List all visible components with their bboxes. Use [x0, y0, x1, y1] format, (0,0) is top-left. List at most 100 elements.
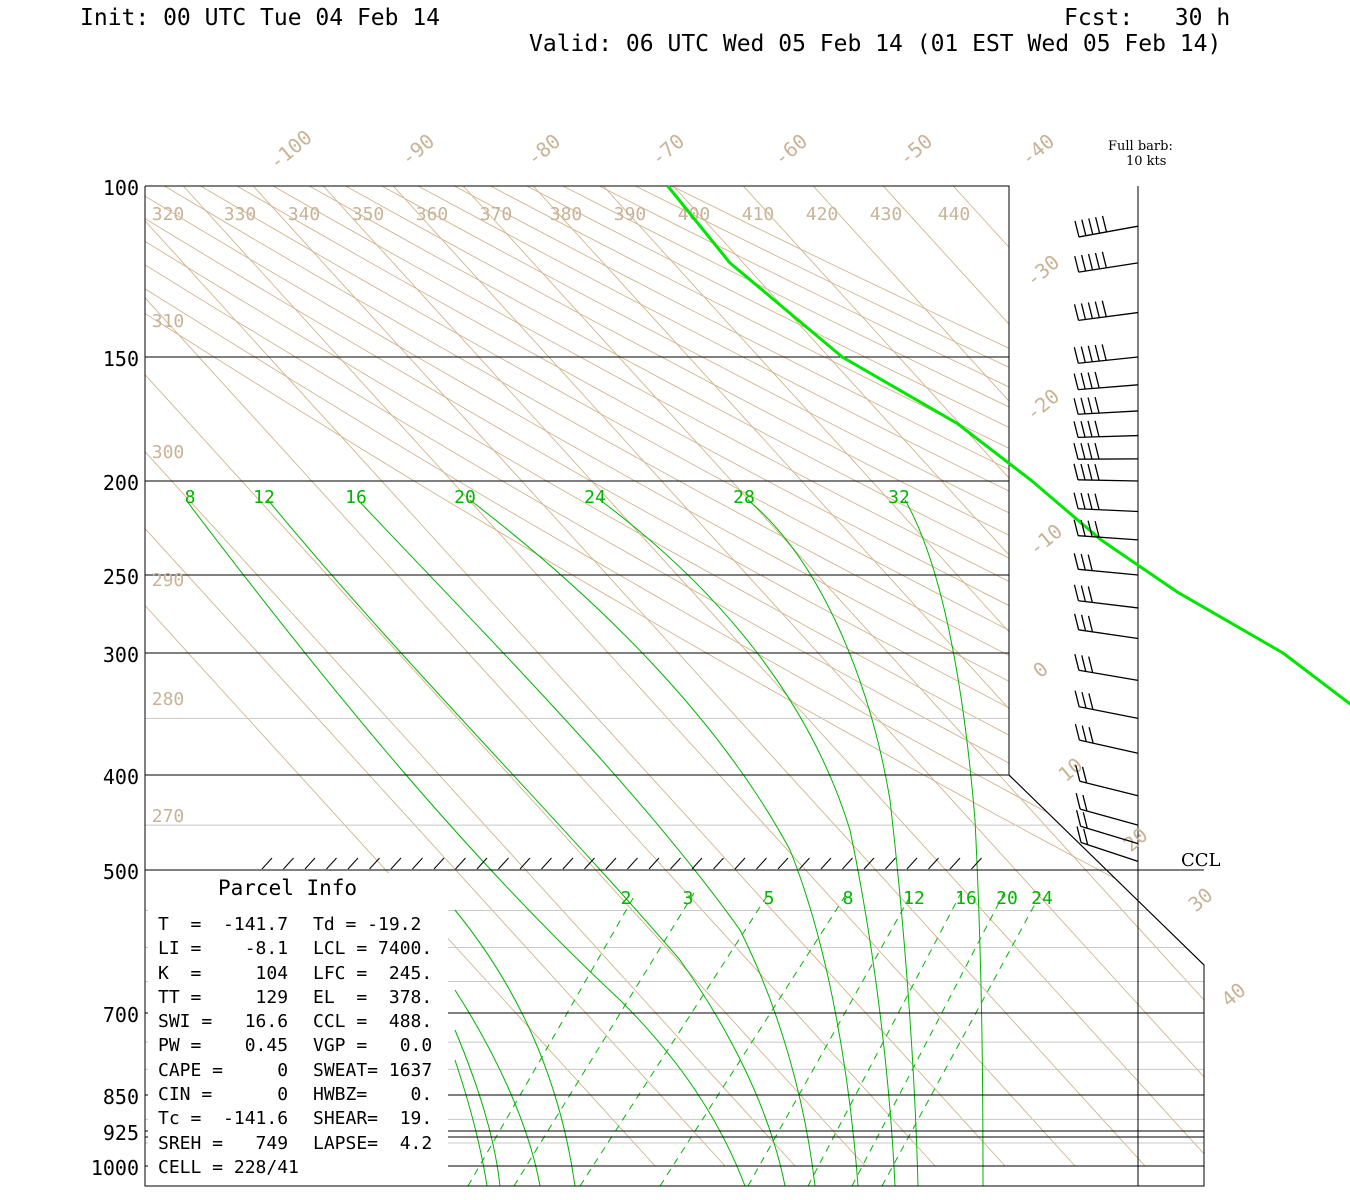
pressure-tick-label: 150: [103, 347, 139, 371]
mixing-ratio-line: [513, 892, 695, 1186]
pressure-tick-label: 850: [103, 1085, 139, 1109]
barb-staff: [1079, 780, 1139, 797]
dry-adiabat-label: 280: [152, 689, 185, 710]
dry-adiabat-label: 350: [352, 204, 385, 225]
barb-feather: [1080, 397, 1086, 415]
parcel-info-right: SHEAR= 19.: [313, 1108, 433, 1130]
parcel-info-left: PW = 0.45: [158, 1035, 289, 1057]
hatch-mark: [261, 857, 273, 870]
barb-staff: [1080, 825, 1139, 845]
mixing-ratio-line: [851, 892, 1005, 1186]
isotherm-label: -30: [1021, 250, 1064, 292]
barb-feather: [1081, 766, 1088, 784]
pressure-tick-label: 925: [103, 1121, 139, 1145]
barb-feather: [1101, 215, 1108, 233]
parcel-info-rows: T = -141.7 Td = -19.2 LI = -8.1 LCL = 7400.…: [158, 913, 432, 1180]
isotherm-line: [145, 186, 796, 1167]
isotherm-label: -10: [1024, 519, 1067, 561]
dry-adiabat-line: [145, 186, 1204, 1186]
barb-feather: [1101, 251, 1108, 268]
valid-time: Valid: 06 UTC Wed 05 Feb 14 (01 EST Wed …: [529, 31, 1222, 57]
temperature-profile: [666, 185, 1350, 706]
hatch-mark: [412, 857, 423, 870]
barb-feather: [1075, 810, 1082, 827]
barb-feather: [1088, 218, 1094, 235]
barb-feather: [1094, 464, 1100, 481]
isotherm-label: 0: [1028, 657, 1053, 683]
barb-feather: [1087, 302, 1094, 319]
barb-staff: [1078, 225, 1139, 238]
barb-feather: [1080, 463, 1086, 481]
parcel-info-left: CELL = 228/41: [158, 1156, 299, 1178]
moist-adiabat-line: [469, 499, 859, 1186]
moist-adiabat-label: 32: [888, 487, 910, 508]
dry-adiabat-label: 390: [614, 204, 647, 225]
barb-feather: [1082, 812, 1088, 829]
barb-feather: [1087, 520, 1093, 537]
moist-adiabat-line: [904, 499, 984, 1186]
barb-feather: [1094, 493, 1100, 510]
barb-feather: [1073, 398, 1079, 415]
barb-staff: [1079, 739, 1139, 754]
barb-feather: [1081, 725, 1087, 742]
wind-barb: [1073, 344, 1139, 364]
moist-adiabat-line: [267, 499, 786, 1186]
mixing-ratio-line: [659, 892, 848, 1186]
barb-feather: [1073, 584, 1080, 601]
barb-feather: [1087, 615, 1094, 633]
isotherm-line: [145, 186, 866, 1167]
barb-staff: [1078, 629, 1139, 640]
barb-feather: [1081, 655, 1087, 672]
isotherm-label: -80: [522, 129, 565, 171]
barb-staff: [1080, 808, 1139, 826]
dry-adiabat-label: 410: [742, 204, 775, 225]
hatch-mark: [949, 857, 961, 870]
hatch-mark: [455, 857, 466, 870]
parcel-info-right: LCL = 7400.: [313, 938, 433, 960]
isotherm-label: -40: [1016, 129, 1059, 171]
dry-adiabat-line: [526, 186, 1204, 1186]
barb-staff: [1078, 410, 1139, 415]
dry-adiabat-label: 380: [550, 204, 583, 225]
wind-barb: [1074, 723, 1139, 754]
hatch-mark: [971, 857, 982, 870]
dry-adiabat-line: [417, 186, 1204, 1186]
isotherm-line: [532, 186, 1204, 1167]
parcel-info-left: CAPE = 0: [158, 1059, 289, 1081]
isotherm-line: [882, 186, 1204, 1167]
moist-adiabat-label: 20: [454, 487, 476, 508]
hatch-mark: [390, 857, 402, 870]
frame-diagonal: [1008, 774, 1205, 966]
barb-feather: [1081, 219, 1087, 236]
wind-barb: [1075, 810, 1139, 845]
hatch-mark: [691, 857, 703, 870]
parcel-info-title: Parcel Info: [218, 876, 358, 900]
parcel-info-left: T = -141.7: [158, 914, 289, 935]
barb-feather: [1080, 520, 1086, 537]
dry-adiabat-line: [598, 186, 1204, 1186]
pressure-tick-label: 200: [103, 471, 139, 495]
barb-feather: [1080, 303, 1087, 320]
barb-feather: [1075, 765, 1081, 782]
mixing-ratio-line: [467, 892, 637, 1186]
isotherm-line: [812, 186, 1204, 1167]
moist-adiabat-line: [454, 909, 576, 1186]
parcel-info-row: SREH = 749 LAPSE= 4.2: [158, 1132, 432, 1156]
dry-adiabat-line: [145, 186, 1204, 1186]
pressure-tick-label: 100: [103, 176, 139, 200]
parcel-info-row: CIN = 0 HWBZ= 0.: [158, 1083, 432, 1107]
isotherm-label: -70: [646, 129, 689, 171]
barb-feather: [1094, 420, 1100, 437]
isobars: [145, 356, 1204, 1167]
mixing-ratio-label: 16: [955, 888, 977, 909]
wind-barb: [1073, 442, 1139, 460]
barb-feather: [1073, 347, 1079, 364]
hatch-mark: [820, 857, 832, 870]
barb-feather: [1094, 520, 1100, 538]
pressure-tick-label: 400: [103, 765, 139, 789]
plot-frame: [144, 185, 1205, 1187]
mixing-ratio-label: 3: [683, 888, 694, 909]
barb-feather: [1088, 656, 1094, 673]
dry-adiabat-label: 400: [678, 204, 711, 225]
barb-legend-line1: Full barb:: [1108, 139, 1173, 154]
